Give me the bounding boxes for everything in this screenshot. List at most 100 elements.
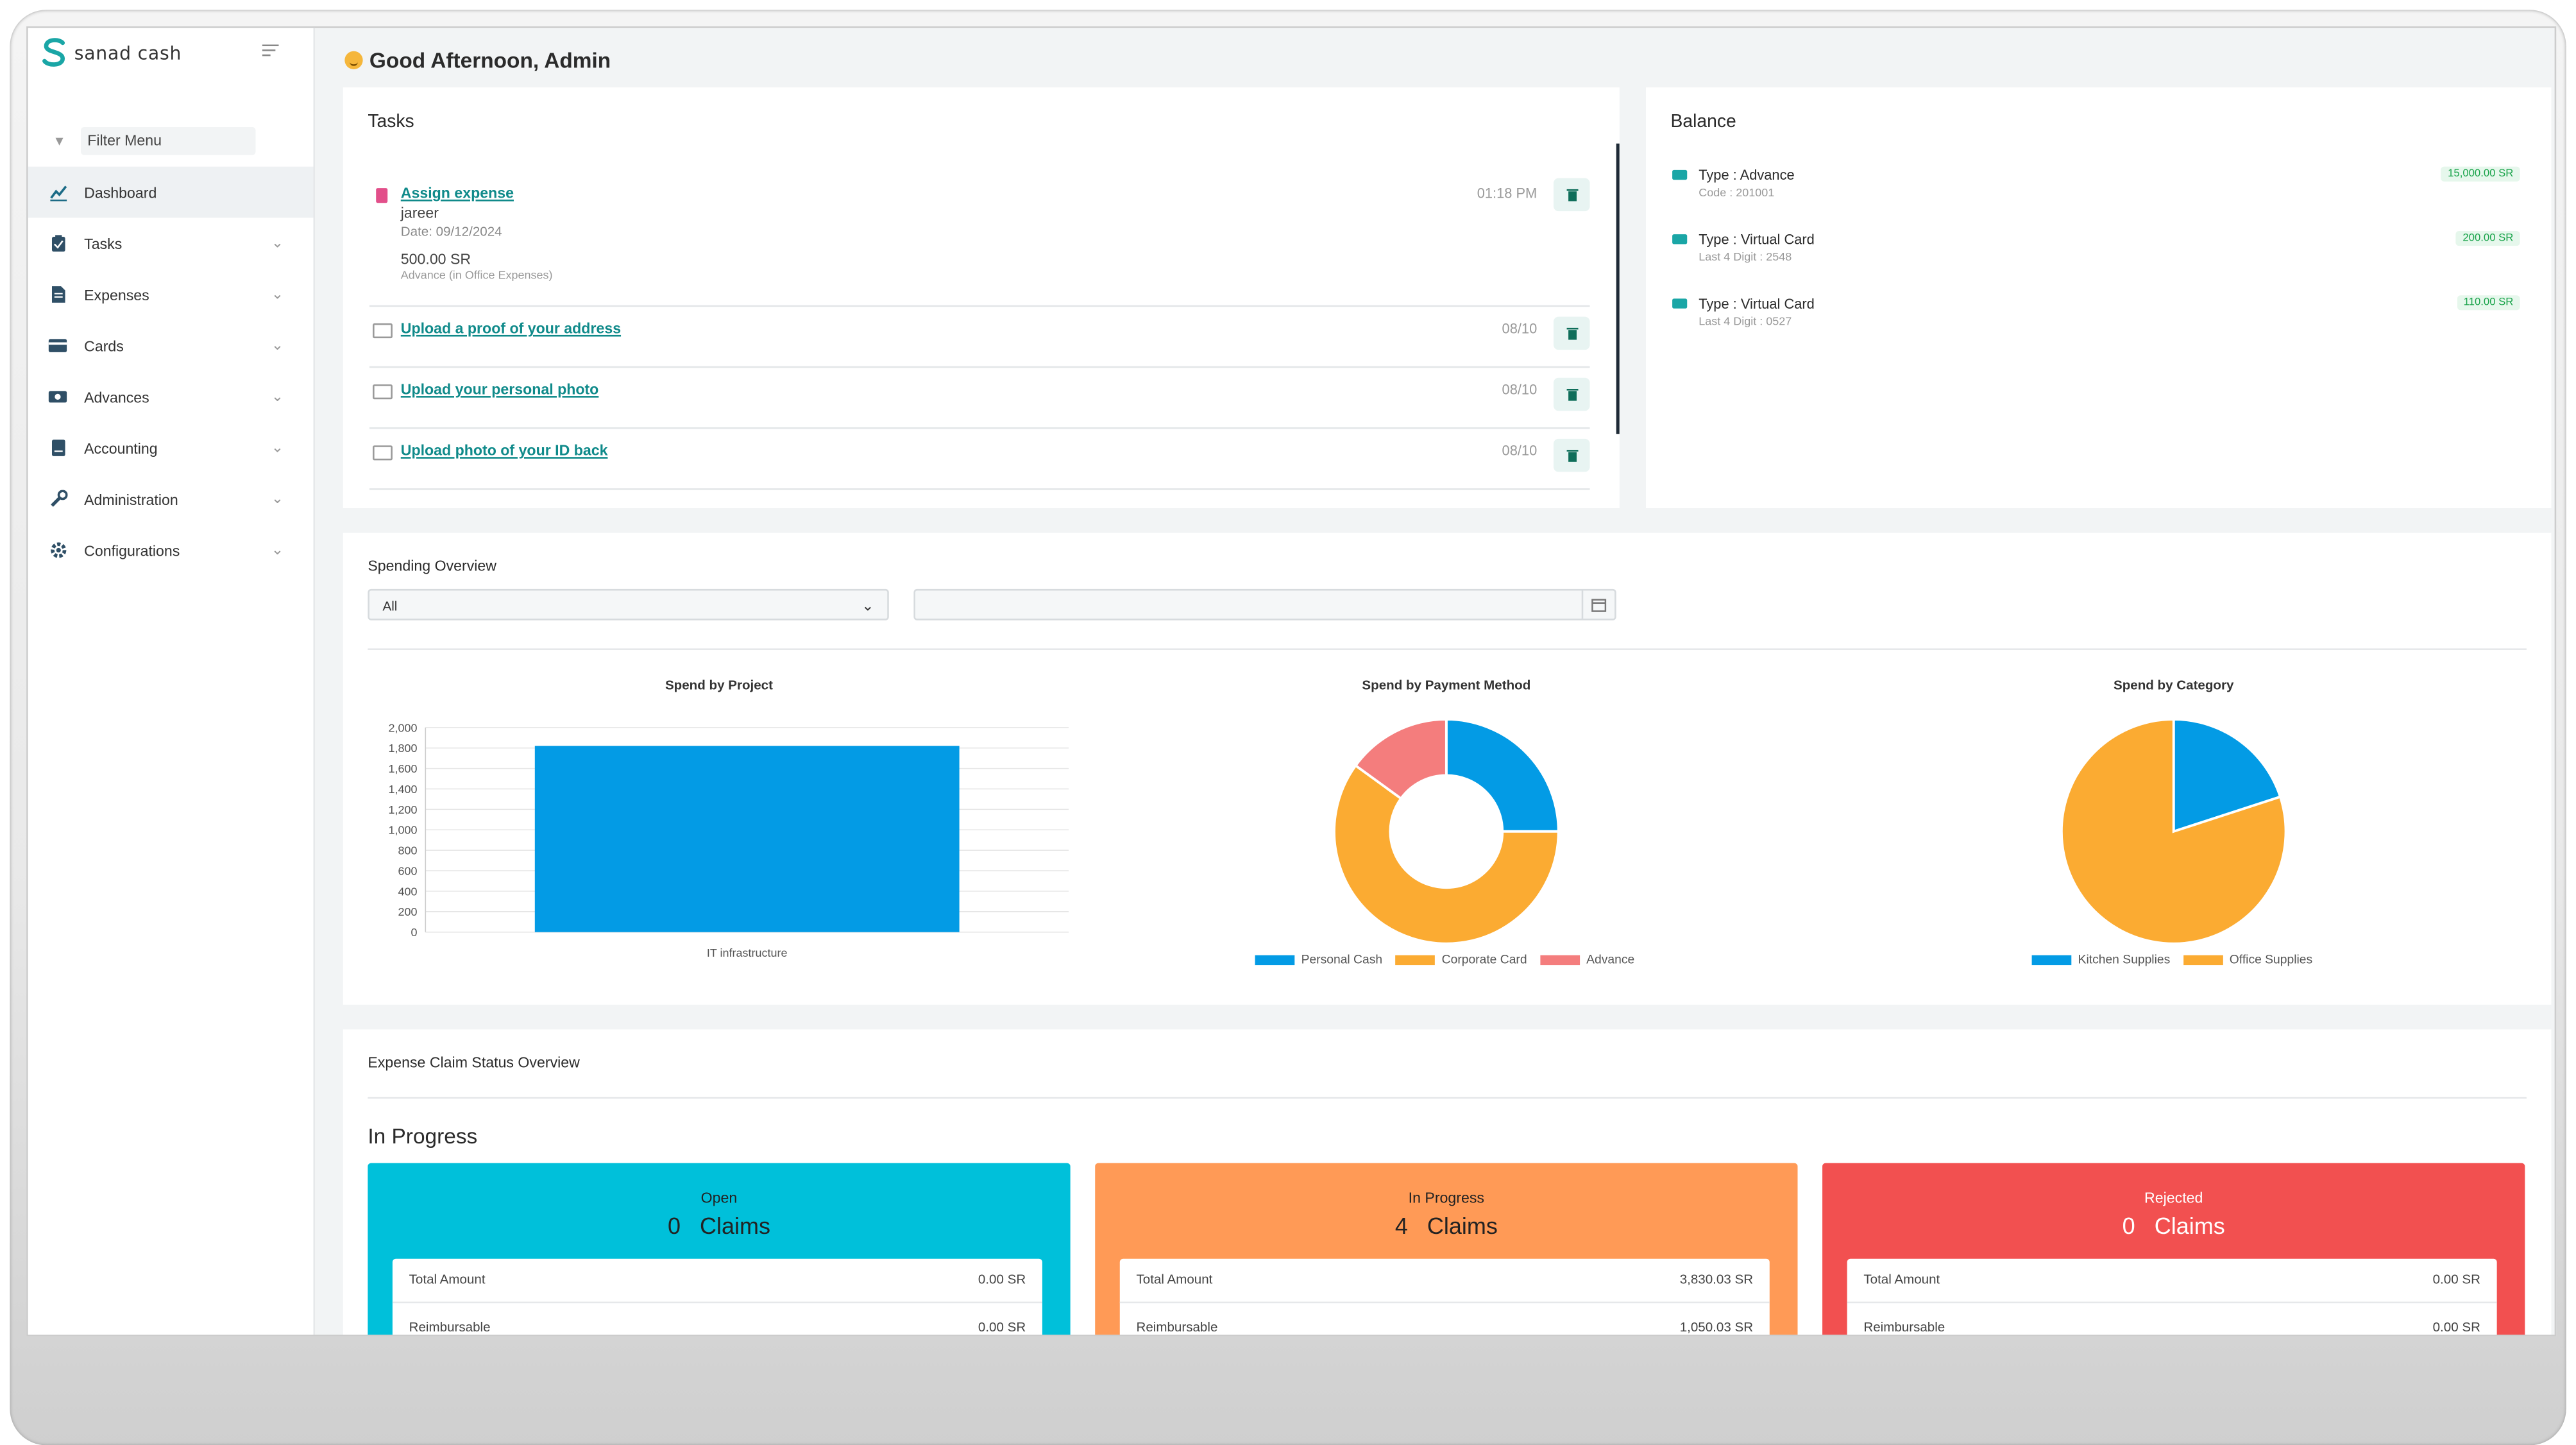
legend-item[interactable]: Personal Cash xyxy=(1255,952,1382,967)
x-tick-label: IT infrastructure xyxy=(707,946,788,959)
sidebar-item-label: Tasks xyxy=(84,235,123,252)
filter-icon: ▼ xyxy=(53,133,66,149)
legend-label: Personal Cash xyxy=(1301,952,1383,967)
smile-icon xyxy=(344,51,363,69)
legend-item[interactable]: Kitchen Supplies xyxy=(2031,952,2171,967)
delete-button[interactable] xyxy=(1553,178,1590,212)
balance-item: Type : Virtual Card Last 4 Digit : 2548 … xyxy=(1672,230,2520,264)
status-count: 0 Claims xyxy=(2122,1212,2225,1239)
reimbursable-value: 0.00 SR xyxy=(978,1319,1026,1335)
y-tick-label: 2,000 xyxy=(388,721,417,734)
pie-slice[interactable] xyxy=(2060,718,2287,945)
y-tick-label: 1,400 xyxy=(388,783,417,796)
clipboard-icon xyxy=(48,234,68,253)
sidebar-item-accounting[interactable]: Accounting ⌄ xyxy=(28,422,314,474)
task-title-link[interactable]: Upload your personal photo xyxy=(400,380,599,398)
sidebar: sanad cash ▼ Filter Menu Dashboard Tasks… xyxy=(28,28,316,1335)
claim-status-in-progress[interactable]: In Progress 4 Claims Total Amount 3,830.0… xyxy=(1095,1163,1798,1335)
balance-title: Balance xyxy=(1670,112,1736,132)
task-title-link[interactable]: Upload a proof of your address xyxy=(400,320,622,337)
status-count: 0 Claims xyxy=(667,1212,771,1239)
claim-status-rejected[interactable]: Rejected 0 Claims Total Amount 0.00 SR Re… xyxy=(1822,1163,2525,1335)
chevron-down-icon: ⌄ xyxy=(271,438,284,456)
divider xyxy=(368,1097,2527,1099)
brand-name: sanad cash xyxy=(74,42,182,64)
wallet-icon xyxy=(1672,169,1688,180)
chevron-down-icon: ⌄ xyxy=(861,597,874,614)
pie-slice[interactable] xyxy=(1353,718,1448,801)
gear-icon xyxy=(48,540,68,560)
spending-card: Spending Overview All ⌄ Spend by Project… xyxy=(343,533,2552,1005)
date-range-input[interactable] xyxy=(913,588,1616,620)
delete-button[interactable] xyxy=(1553,316,1590,350)
wrench-icon xyxy=(48,489,68,509)
status-label: In Progress xyxy=(1408,1189,1485,1206)
claims-title: Expense Claim Status Overview xyxy=(368,1054,580,1071)
id-card-icon xyxy=(373,323,393,339)
sidebar-item-expenses[interactable]: Expenses ⌄ xyxy=(28,269,314,320)
chevron-down-icon: ⌄ xyxy=(271,541,284,558)
y-tick-label: 800 xyxy=(398,844,417,857)
task-title-link[interactable]: Assign expense xyxy=(400,184,514,201)
total-label: Total Amount xyxy=(1136,1272,1213,1287)
balance-amount-badge: 15,000.00 SR xyxy=(2441,166,2520,182)
task-title-link[interactable]: Upload photo of your ID back xyxy=(400,442,608,459)
wallet-icon xyxy=(1672,298,1688,309)
balance-sub: Code : 201001 xyxy=(1699,188,1775,200)
pie-slice[interactable] xyxy=(1445,718,1560,833)
delete-button[interactable] xyxy=(1553,438,1590,472)
pie-slice[interactable] xyxy=(2172,718,2282,834)
chevron-down-icon: ⌄ xyxy=(271,285,284,302)
donut-legend: Personal Cash Corporate Card Advance xyxy=(1255,952,1634,967)
claim-status-open[interactable]: Open 0 Claims Total Amount 0.00 SR Reimbu… xyxy=(368,1163,1071,1335)
sidebar-item-dashboard[interactable]: Dashboard xyxy=(28,166,314,218)
chart-title: Spend by Payment Method xyxy=(1362,678,1531,693)
tasks-title: Tasks xyxy=(368,112,414,132)
y-tick-label: 1,800 xyxy=(388,742,417,755)
status-details: Total Amount 0.00 SR Reimbursable 0.00 SR xyxy=(392,1258,1042,1335)
total-value: 3,830.03 SR xyxy=(1679,1272,1754,1287)
greeting: Good Afternoon, Admin xyxy=(344,48,611,73)
trash-icon xyxy=(1566,450,1578,462)
expense-icon xyxy=(376,188,388,203)
chart-title: Spend by Project xyxy=(665,678,774,693)
task-item: Upload your personal photo 08/10 xyxy=(369,377,1590,429)
total-value: 0.00 SR xyxy=(2432,1272,2480,1287)
task-item: Upload photo of your ID back 08/10 xyxy=(369,438,1590,490)
sidebar-item-administration[interactable]: Administration ⌄ xyxy=(28,474,314,525)
balance-sub: Last 4 Digit : 0527 xyxy=(1699,316,1792,329)
task-item: Upload a proof of your address 08/10 xyxy=(369,316,1590,368)
delete-button[interactable] xyxy=(1553,377,1590,411)
calendar-icon[interactable] xyxy=(1581,590,1614,619)
pie-slice[interactable] xyxy=(1333,764,1560,945)
balance-amount-badge: 200.00 SR xyxy=(2456,230,2520,246)
reimbursable-label: Reimbursable xyxy=(1863,1319,1945,1335)
pie-legend: Kitchen Supplies Office Supplies xyxy=(2031,952,2312,967)
sidebar-item-advances[interactable]: Advances ⌄ xyxy=(28,371,314,422)
legend-item[interactable]: Corporate Card xyxy=(1395,952,1527,967)
tasks-scrollbar[interactable] xyxy=(1616,143,1620,434)
legend-item[interactable]: Advance xyxy=(1540,952,1634,967)
bar[interactable] xyxy=(534,746,960,932)
balance-item: Type : Advance Code : 201001 15,000.00 S… xyxy=(1672,166,2520,200)
sidebar-item-tasks[interactable]: Tasks ⌄ xyxy=(28,218,314,269)
chevron-down-icon: ⌄ xyxy=(271,388,284,404)
id-card-icon xyxy=(373,384,393,400)
collapse-menu-icon[interactable] xyxy=(262,44,279,58)
sidebar-item-cards[interactable]: Cards ⌄ xyxy=(28,320,314,372)
filter-menu-input[interactable]: Filter Menu xyxy=(80,126,256,155)
legend-label: Advance xyxy=(1586,952,1635,967)
legend-label: Kitchen Supplies xyxy=(2078,952,2171,967)
wallet-icon xyxy=(1672,234,1688,244)
divider xyxy=(368,648,2527,651)
logo[interactable]: sanad cash xyxy=(41,38,182,67)
ledger-icon xyxy=(48,438,68,458)
project-filter-select[interactable]: All ⌄ xyxy=(368,588,889,620)
y-tick-label: 0 xyxy=(411,926,417,939)
spending-title: Spending Overview xyxy=(368,558,497,574)
legend-item[interactable]: Office Supplies xyxy=(2183,952,2312,967)
task-amount: 500.00 SR xyxy=(400,250,471,268)
sidebar-item-configurations[interactable]: Configurations ⌄ xyxy=(28,525,314,576)
chevron-down-icon: ⌄ xyxy=(271,336,284,354)
total-label: Total Amount xyxy=(409,1272,486,1287)
